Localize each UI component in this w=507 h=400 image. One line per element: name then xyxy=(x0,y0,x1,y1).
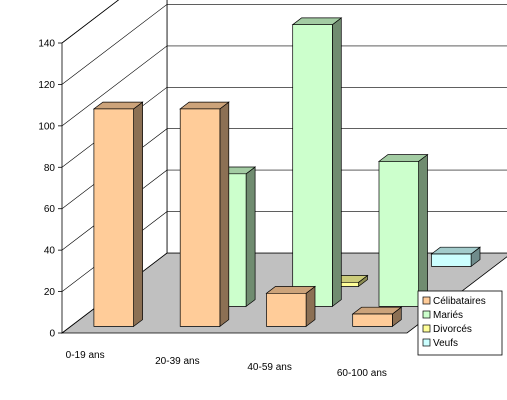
legend-swatch xyxy=(422,310,431,319)
y-tick-label: 100 xyxy=(38,121,55,132)
legend-label: Divorcés xyxy=(433,324,472,335)
bar xyxy=(179,101,230,328)
legend-swatch xyxy=(422,338,431,347)
bars xyxy=(92,17,482,328)
legend-swatch xyxy=(422,296,431,305)
bar xyxy=(430,246,482,268)
legend-label: Mariés xyxy=(433,310,463,321)
y-tick-label: 120 xyxy=(38,80,55,91)
bar xyxy=(377,153,429,308)
x-tick-label: 0-19 ans xyxy=(66,350,105,361)
x-tick-label: 20-39 ans xyxy=(155,356,199,367)
x-tick-label: 60-100 ans xyxy=(337,368,387,379)
bar xyxy=(291,17,343,308)
y-tick-label: 140 xyxy=(38,39,55,50)
legend: Célibataires Mariés Divorcés Veufs xyxy=(417,290,503,356)
x-tick-label: 40-59 ans xyxy=(247,362,291,373)
legend-label: Célibataires xyxy=(433,296,486,307)
y-tick-label: 60 xyxy=(44,204,56,215)
legend-box xyxy=(417,290,503,356)
legend-swatch xyxy=(422,324,431,333)
gridline xyxy=(61,4,507,85)
y-tick-label: 0 xyxy=(49,329,55,340)
gridline xyxy=(61,45,507,127)
y-tick-label: 40 xyxy=(44,246,56,257)
bar xyxy=(351,306,403,328)
bar xyxy=(92,101,144,328)
y-tick-label: 80 xyxy=(44,163,56,174)
gridline xyxy=(61,0,119,44)
legend-label: Veufs xyxy=(433,338,458,349)
y-axis: 0 20 40 60 80 100 120 140 xyxy=(38,39,62,340)
x-axis: 0-19 ans 20-39 ans 40-59 ans 60-100 ans xyxy=(66,350,387,379)
y-tick-label: 20 xyxy=(44,287,56,298)
bar xyxy=(265,285,317,328)
